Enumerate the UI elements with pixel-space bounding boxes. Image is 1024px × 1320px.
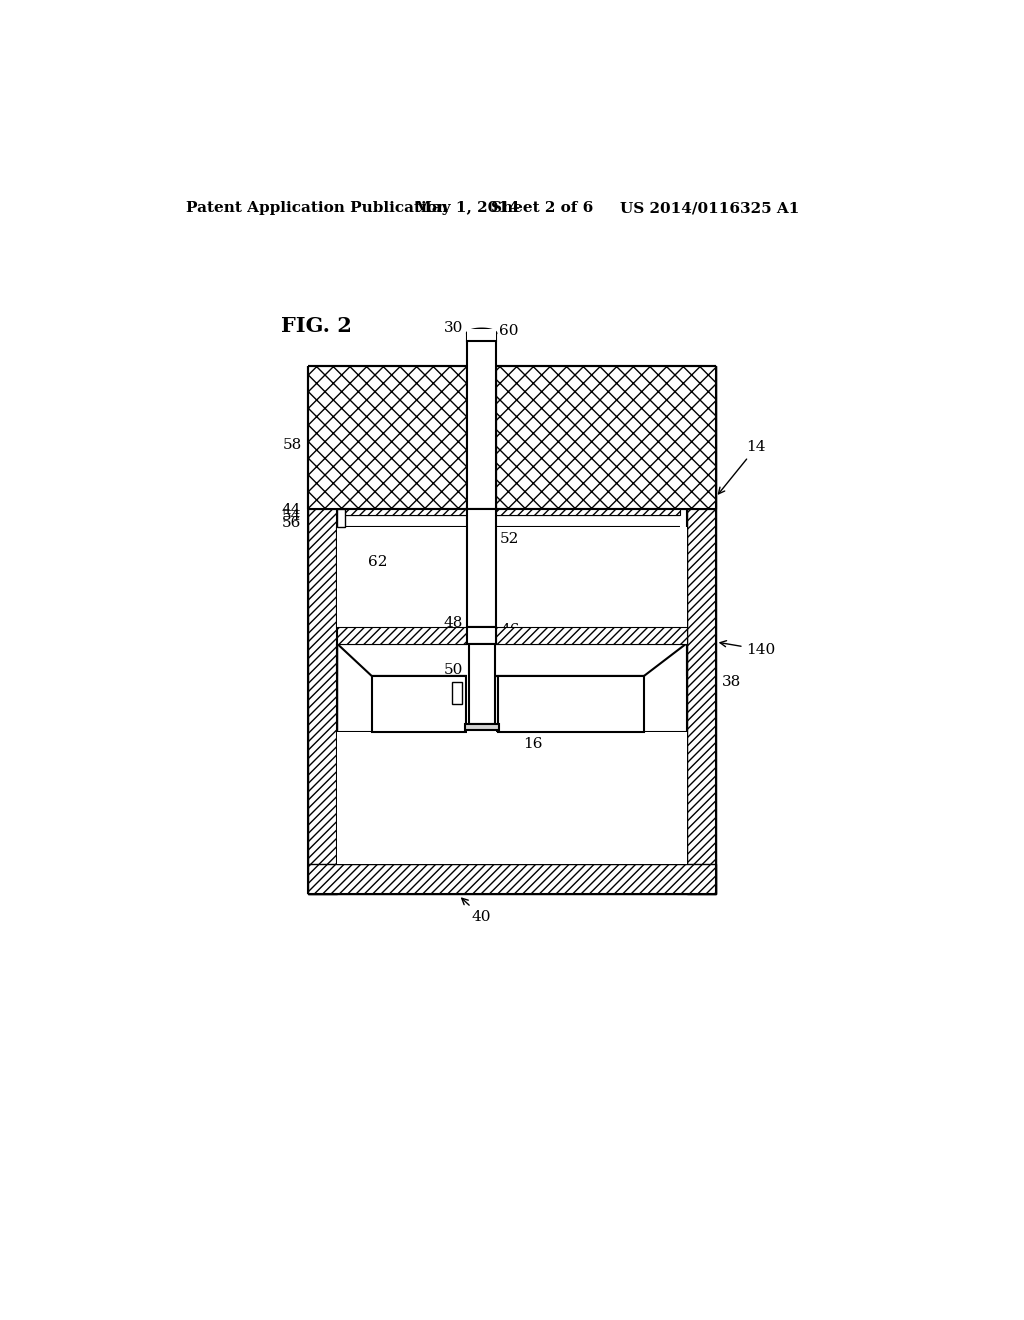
Bar	[469, 644, 495, 725]
Bar	[497, 627, 686, 644]
Text: 38: 38	[722, 675, 741, 689]
Bar	[452, 682, 463, 704]
Bar	[343, 508, 467, 515]
Bar	[372, 676, 466, 733]
Text: 44: 44	[282, 503, 301, 517]
Text: 46: 46	[500, 623, 519, 638]
Text: FIG. 2: FIG. 2	[281, 317, 351, 337]
Text: 64: 64	[378, 692, 397, 705]
Text: 62: 62	[368, 554, 387, 569]
Bar	[498, 676, 644, 733]
Text: 58: 58	[283, 438, 301, 451]
Bar	[465, 725, 499, 730]
Bar	[337, 508, 345, 527]
Text: 461: 461	[419, 686, 447, 700]
Text: 42: 42	[509, 692, 529, 705]
Bar	[337, 733, 686, 865]
Text: 36: 36	[443, 710, 463, 723]
Bar	[467, 627, 497, 644]
Text: 54: 54	[283, 510, 301, 524]
Text: Sheet 2 of 6: Sheet 2 of 6	[490, 202, 593, 215]
Bar	[467, 330, 497, 865]
Bar	[307, 367, 467, 508]
Bar	[467, 508, 497, 627]
Bar	[497, 508, 680, 515]
Bar	[686, 367, 716, 894]
Text: 14: 14	[719, 440, 766, 494]
Text: 34: 34	[500, 719, 519, 734]
Bar	[307, 367, 337, 894]
Text: Patent Application Publication: Patent Application Publication	[186, 202, 449, 215]
Text: 40: 40	[462, 898, 492, 924]
Bar	[467, 341, 497, 508]
Text: 16: 16	[523, 737, 543, 751]
Text: US 2014/0116325 A1: US 2014/0116325 A1	[620, 202, 799, 215]
Text: 140: 140	[720, 640, 776, 656]
Text: 50: 50	[443, 663, 463, 677]
Text: May 1, 2014: May 1, 2014	[416, 202, 520, 215]
Bar	[337, 627, 467, 644]
Text: 52: 52	[500, 532, 519, 545]
Text: 56: 56	[283, 516, 301, 529]
Text: 30: 30	[443, 321, 463, 335]
Bar	[337, 527, 686, 627]
Text: 48: 48	[443, 615, 463, 630]
Text: 60: 60	[499, 323, 518, 338]
Bar	[307, 865, 716, 894]
Bar	[497, 367, 716, 508]
